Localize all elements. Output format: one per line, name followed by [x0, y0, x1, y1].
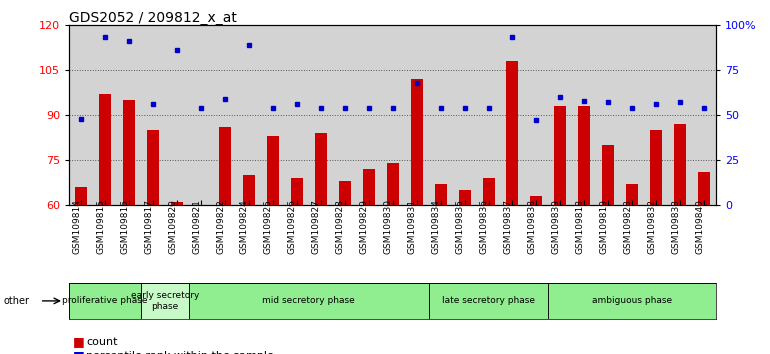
Bar — [554, 106, 567, 205]
Text: late secretory phase: late secretory phase — [442, 296, 535, 306]
Bar — [339, 181, 351, 205]
Text: ■: ■ — [73, 335, 85, 348]
Text: percentile rank within the sample: percentile rank within the sample — [86, 351, 274, 354]
Bar — [75, 187, 87, 205]
Bar — [387, 163, 399, 205]
Text: other: other — [4, 296, 30, 306]
Bar — [626, 184, 638, 205]
Bar — [123, 100, 136, 205]
Bar — [147, 130, 159, 205]
Bar — [267, 136, 279, 205]
Text: GDS2052 / 209812_x_at: GDS2052 / 209812_x_at — [69, 11, 237, 25]
Bar — [69, 283, 141, 319]
Bar — [171, 202, 183, 205]
Bar — [243, 175, 255, 205]
Bar — [675, 124, 686, 205]
Bar — [434, 184, 447, 205]
Text: mid secretory phase: mid secretory phase — [263, 296, 355, 306]
Bar — [315, 133, 326, 205]
Bar — [578, 106, 591, 205]
Bar — [531, 196, 542, 205]
Bar — [141, 283, 189, 319]
Bar — [410, 79, 423, 205]
Text: ■: ■ — [73, 349, 85, 354]
Text: proliferative phase: proliferative phase — [62, 296, 148, 306]
Bar — [291, 178, 303, 205]
Bar — [602, 145, 614, 205]
Text: count: count — [86, 337, 118, 347]
Bar — [698, 172, 710, 205]
Bar — [429, 283, 548, 319]
Bar — [459, 190, 470, 205]
Text: ambiguous phase: ambiguous phase — [592, 296, 672, 306]
Text: early secretory
phase: early secretory phase — [131, 291, 199, 310]
Bar — [507, 61, 518, 205]
Bar — [99, 94, 111, 205]
Bar — [363, 169, 375, 205]
Bar — [548, 283, 716, 319]
Bar — [483, 178, 494, 205]
Bar — [219, 127, 231, 205]
Bar — [189, 283, 429, 319]
Bar — [650, 130, 662, 205]
